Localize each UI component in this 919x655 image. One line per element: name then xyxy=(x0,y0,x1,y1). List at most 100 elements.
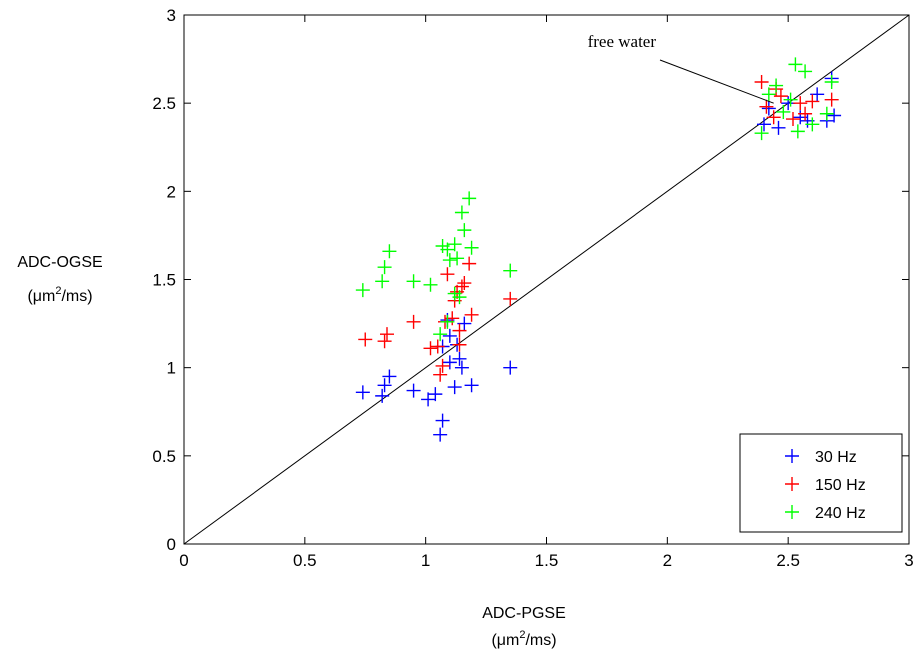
data-point xyxy=(355,283,370,298)
data-point xyxy=(805,94,820,109)
data-point xyxy=(380,327,394,342)
data-point xyxy=(442,253,457,268)
data-point xyxy=(440,267,455,282)
y-axis-unit: (μm2/ms) xyxy=(27,285,92,305)
data-point xyxy=(462,191,477,206)
data-point xyxy=(464,240,479,255)
data-point xyxy=(457,316,472,331)
y-tick-label: 0.5 xyxy=(152,447,176,466)
x-tick-label: 1.5 xyxy=(535,551,559,570)
x-tick-label: 2 xyxy=(663,551,672,570)
x-tick-label: 1 xyxy=(421,551,430,570)
data-point xyxy=(433,327,448,342)
data-point xyxy=(798,106,813,121)
data-point xyxy=(406,274,421,289)
axis-ticks: 0 0.5 1 1.5 2 2.5 3 0 0.5 1 1.5 2 2.5 3 xyxy=(152,6,913,570)
data-point xyxy=(430,339,445,354)
data-point xyxy=(464,307,479,322)
data-points xyxy=(355,57,842,442)
y-tick-label: 3 xyxy=(167,6,176,25)
data-point xyxy=(754,126,769,141)
annotation-group: free water xyxy=(588,32,774,104)
legend-box xyxy=(739,433,903,533)
data-point xyxy=(793,96,808,111)
annotation-label: free water xyxy=(588,32,657,51)
data-point xyxy=(759,99,774,114)
data-point xyxy=(788,57,803,72)
legend-marker xyxy=(785,477,799,491)
x-unit-suffix: /ms) xyxy=(525,632,556,649)
x-tick-label: 3 xyxy=(904,551,913,570)
data-point xyxy=(786,112,800,127)
data-point xyxy=(824,92,839,107)
y-tick-label: 2.5 xyxy=(152,94,176,113)
data-point xyxy=(761,87,776,102)
y-axis-label: ADC-OGSE xyxy=(17,254,102,271)
legend-label: 30 Hz xyxy=(815,449,857,466)
data-point xyxy=(819,106,834,121)
data-point xyxy=(454,279,469,294)
x-unit-sup: 2 xyxy=(519,629,525,641)
series-1 xyxy=(358,75,839,382)
x-tick-label: 0 xyxy=(179,551,188,570)
y-tick-label: 0 xyxy=(167,535,176,554)
data-point xyxy=(406,383,421,398)
data-point xyxy=(761,101,776,116)
data-point xyxy=(433,367,448,382)
data-point xyxy=(462,256,477,271)
annotation-leader-line xyxy=(659,59,774,104)
data-point xyxy=(377,378,392,393)
data-point xyxy=(452,323,467,338)
data-point xyxy=(447,286,462,301)
data-point xyxy=(435,413,450,428)
data-point xyxy=(783,92,798,107)
legend: 30 Hz 150 Hz 240 Hz xyxy=(739,433,903,533)
x-tick-label: 0.5 xyxy=(293,551,317,570)
data-point xyxy=(773,89,788,104)
x-axis-unit: (μm2/ms) xyxy=(491,629,556,649)
data-point xyxy=(464,378,479,393)
legend-label: 150 Hz xyxy=(815,477,866,494)
data-point xyxy=(447,237,462,252)
data-point xyxy=(503,360,518,375)
legend-label: 240 Hz xyxy=(815,505,866,522)
data-point xyxy=(503,291,518,306)
data-point xyxy=(377,260,392,275)
data-point xyxy=(781,96,796,111)
y-unit-suffix: /ms) xyxy=(61,288,92,305)
data-point xyxy=(798,64,813,79)
data-point xyxy=(442,328,457,343)
data-point xyxy=(754,75,769,90)
data-point xyxy=(442,355,457,370)
data-point xyxy=(406,314,421,329)
data-point xyxy=(440,314,455,329)
data-point xyxy=(382,369,397,384)
data-point xyxy=(790,124,805,139)
data-point xyxy=(428,387,443,402)
data-point xyxy=(824,75,839,90)
data-point xyxy=(435,358,450,373)
data-point xyxy=(776,104,791,119)
data-point xyxy=(377,334,392,349)
data-point xyxy=(423,341,438,356)
legend-marker xyxy=(785,449,799,463)
y-tick-label: 1 xyxy=(167,359,176,378)
x-axis-label: ADC-PGSE xyxy=(482,605,566,622)
data-point xyxy=(454,205,469,220)
data-point xyxy=(382,244,397,259)
legend-items: 30 Hz 150 Hz 240 Hz xyxy=(785,449,866,522)
data-point xyxy=(454,360,469,375)
data-point xyxy=(769,78,784,93)
y-unit-prefix: (μm xyxy=(27,288,55,305)
data-point xyxy=(766,110,781,125)
data-point xyxy=(771,120,786,135)
data-point xyxy=(757,117,771,132)
y-unit-sup: 2 xyxy=(55,285,61,297)
data-point xyxy=(827,108,842,123)
x-unit-prefix: (μm xyxy=(491,632,519,649)
data-point xyxy=(457,276,472,291)
y-tick-label: 2 xyxy=(167,182,176,201)
data-point xyxy=(810,87,825,102)
data-point xyxy=(450,251,465,266)
